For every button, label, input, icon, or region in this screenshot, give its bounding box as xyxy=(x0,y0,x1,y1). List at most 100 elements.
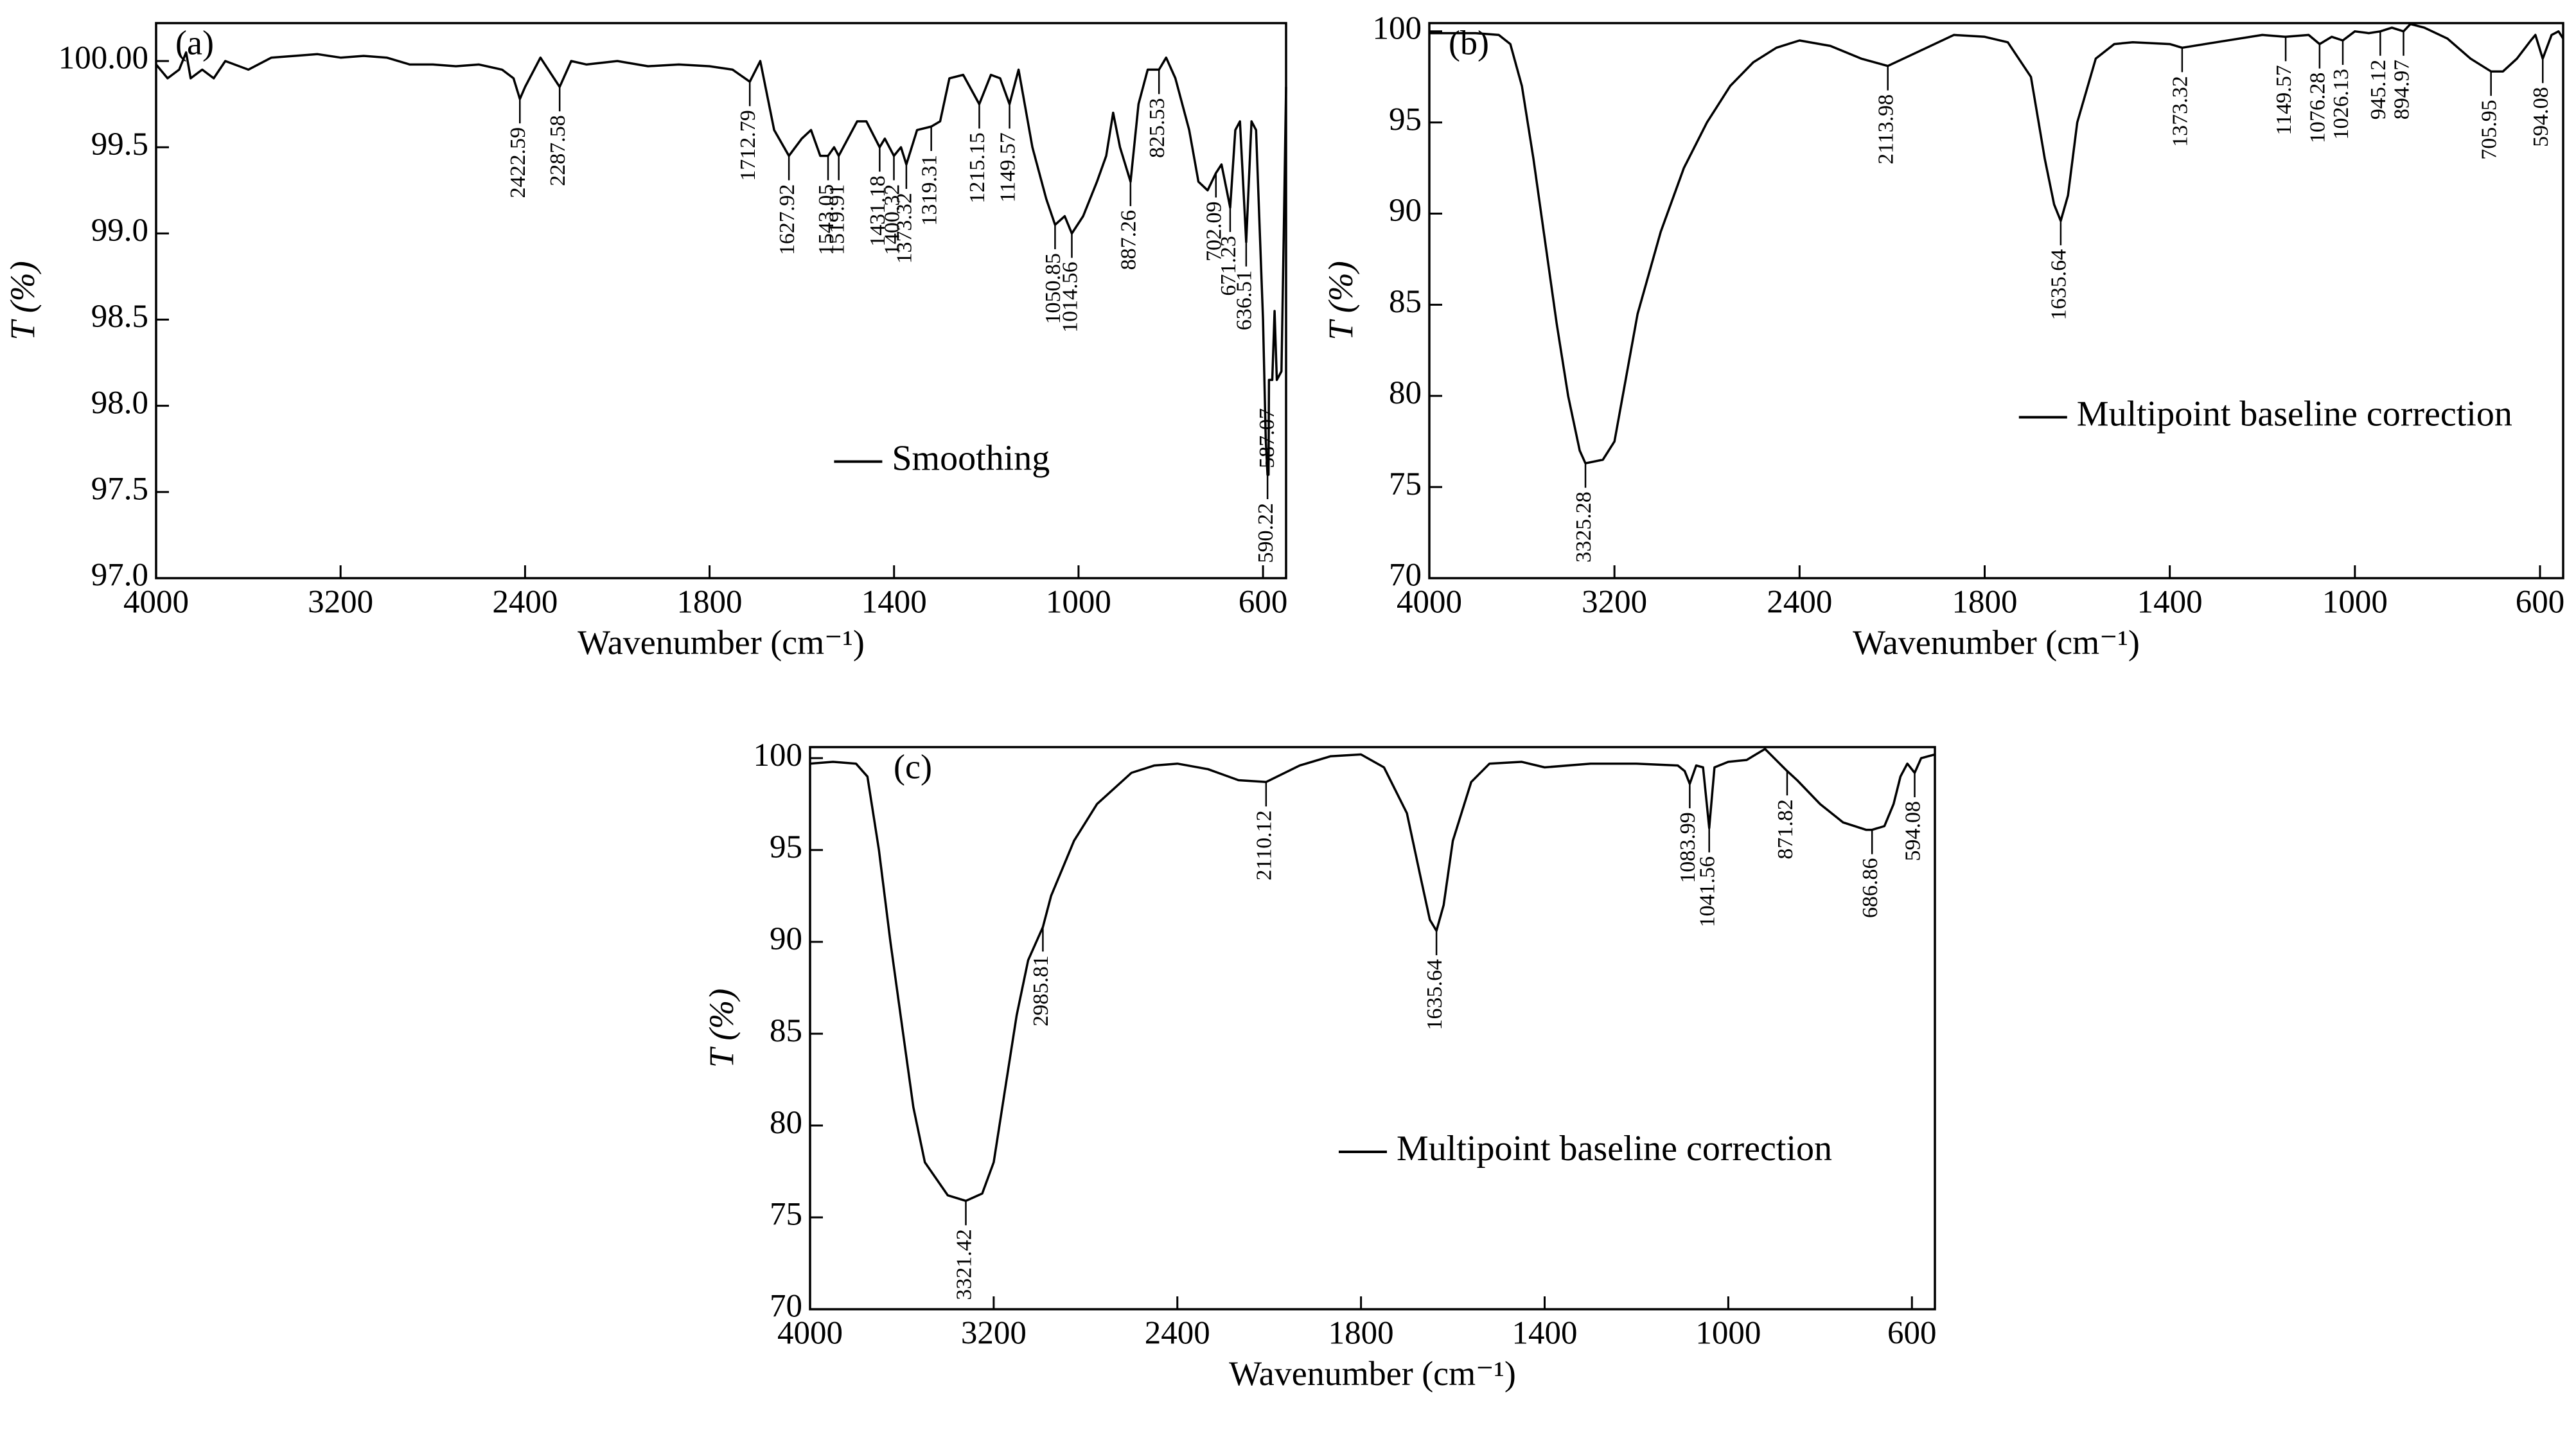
peak-label: 894.97 xyxy=(2390,60,2413,119)
peak-label: 2113.98 xyxy=(1874,94,1898,164)
legend-label: Smoothing xyxy=(892,438,1050,478)
y-tick-label: 80 xyxy=(1389,375,1422,411)
peak-label: 2985.81 xyxy=(1029,955,1053,1027)
spectrum-line xyxy=(155,51,1287,476)
y-tick-label: 80 xyxy=(770,1105,802,1141)
peak-label: 1543.05 xyxy=(815,184,838,256)
y-tick-label: 70 xyxy=(770,1289,802,1325)
legend-label: Multipoint baseline correction xyxy=(1397,1129,1832,1169)
y-tick-label: 90 xyxy=(770,921,802,957)
x-tick-label: 1400 xyxy=(1512,1316,1578,1352)
peak-label: 1519.91 xyxy=(825,184,849,256)
panel-label: (a) xyxy=(175,23,214,62)
panel-label: (b) xyxy=(1449,23,1489,62)
peak-label: 3321.42 xyxy=(952,1229,976,1300)
x-tick-label: 1000 xyxy=(1046,585,1111,621)
peak-label: 590.22 xyxy=(1254,503,1278,563)
plot-frame xyxy=(155,22,1287,579)
x-tick-label: 600 xyxy=(1239,585,1288,621)
y-tick-label: 98.5 xyxy=(91,299,148,335)
peak-label: 1319.31 xyxy=(917,155,941,225)
y-tick-label: 85 xyxy=(1389,284,1422,320)
peak-label: 1083.99 xyxy=(1676,812,1700,883)
peak-label: 1373.32 xyxy=(893,193,917,264)
y-axis-label: T (%) xyxy=(3,261,42,340)
peak-label: 1635.64 xyxy=(1423,959,1447,1030)
x-tick-label: 1000 xyxy=(1695,1316,1761,1352)
y-tick-label: 98.0 xyxy=(91,385,148,421)
peak-label: 587.07 xyxy=(1255,408,1279,468)
peak-label: 2422.59 xyxy=(506,127,530,199)
peak-label: 945.12 xyxy=(2367,60,2390,119)
peak-label: 825.53 xyxy=(1145,98,1169,158)
y-tick-label: 99.0 xyxy=(91,213,148,249)
peak-label: 1373.32 xyxy=(2169,76,2192,147)
peak-label: 1026.13 xyxy=(2329,69,2353,139)
peak-label: 1431.18 xyxy=(866,175,890,247)
peak-label: 887.26 xyxy=(1117,210,1141,270)
x-tick-label: 2400 xyxy=(1767,585,1832,621)
peak-label: 1400.32 xyxy=(880,184,904,256)
x-tick-label: 600 xyxy=(1887,1316,1937,1352)
panel-label: (c) xyxy=(894,747,932,786)
y-tick-label: 95 xyxy=(1389,102,1422,137)
y-tick-label: 97.0 xyxy=(91,558,148,594)
peak-label: 705.95 xyxy=(2477,100,2501,160)
peak-label: 594.08 xyxy=(1901,801,1925,861)
peak-label: 1635.64 xyxy=(2047,249,2071,321)
peak-label: 636.51 xyxy=(1233,270,1257,330)
peak-label: 1041.56 xyxy=(1695,856,1719,928)
x-tick-label: 3200 xyxy=(308,585,373,621)
y-tick-label: 75 xyxy=(1389,466,1422,502)
plot-frame xyxy=(809,746,1936,1311)
y-tick-label: 97.5 xyxy=(91,472,148,508)
y-axis-label: T (%) xyxy=(1321,261,1360,340)
x-tick-label: 3200 xyxy=(961,1316,1027,1352)
peak-label: 1215.15 xyxy=(966,132,989,204)
x-tick-label: 1800 xyxy=(1952,585,2017,621)
x-tick-label: 3200 xyxy=(1582,585,1647,621)
peak-label: 2110.12 xyxy=(1253,810,1276,880)
plot-frame xyxy=(1428,22,2564,579)
x-axis-label: Wavenumber (cm⁻¹) xyxy=(578,623,865,662)
x-tick-label: 1800 xyxy=(677,585,743,621)
x-tick-label: 2400 xyxy=(1145,1316,1210,1352)
peak-label: 871.82 xyxy=(1774,799,1797,860)
x-tick-label: 1800 xyxy=(1328,1316,1394,1352)
y-tick-label: 70 xyxy=(1389,558,1422,594)
x-tick-label: 4000 xyxy=(777,1316,843,1352)
y-tick-label: 100 xyxy=(754,737,803,773)
legend-label: Multipoint baseline correction xyxy=(2077,394,2512,434)
x-tick-label: 1400 xyxy=(861,585,927,621)
y-tick-label: 85 xyxy=(770,1013,802,1049)
peak-label: 1050.85 xyxy=(1041,253,1065,324)
peak-label: 3325.28 xyxy=(1572,491,1596,563)
x-tick-label: 2400 xyxy=(492,585,558,621)
peak-label: 702.09 xyxy=(1203,201,1226,261)
y-axis-label: T (%) xyxy=(702,989,741,1068)
peak-label: 1712.79 xyxy=(736,110,760,181)
x-tick-label: 600 xyxy=(2516,585,2565,621)
y-tick-label: 75 xyxy=(770,1197,802,1233)
peak-label: 594.08 xyxy=(2529,87,2553,147)
x-tick-label: 4000 xyxy=(123,585,189,621)
peak-label: 1627.92 xyxy=(775,184,799,256)
y-tick-label: 95 xyxy=(770,829,802,865)
peak-label: 686.86 xyxy=(1858,858,1882,919)
x-axis-label: Wavenumber (cm⁻¹) xyxy=(1229,1354,1516,1393)
y-tick-label: 99.5 xyxy=(91,127,148,163)
y-tick-label: 100.00 xyxy=(58,40,148,76)
x-tick-label: 1000 xyxy=(2322,585,2388,621)
spectrum-line xyxy=(809,748,1936,1203)
peak-label: 1014.56 xyxy=(1058,261,1082,332)
x-tick-label: 1400 xyxy=(2137,585,2203,621)
peak-label: 1076.28 xyxy=(2306,73,2330,144)
peak-label: 1149.57 xyxy=(996,132,1019,202)
y-tick-label: 100 xyxy=(1373,10,1422,46)
y-tick-label: 90 xyxy=(1389,193,1422,229)
peak-label: 671.23 xyxy=(1217,236,1240,296)
peak-label: 2287.58 xyxy=(546,115,570,186)
x-tick-label: 4000 xyxy=(1397,585,1462,621)
